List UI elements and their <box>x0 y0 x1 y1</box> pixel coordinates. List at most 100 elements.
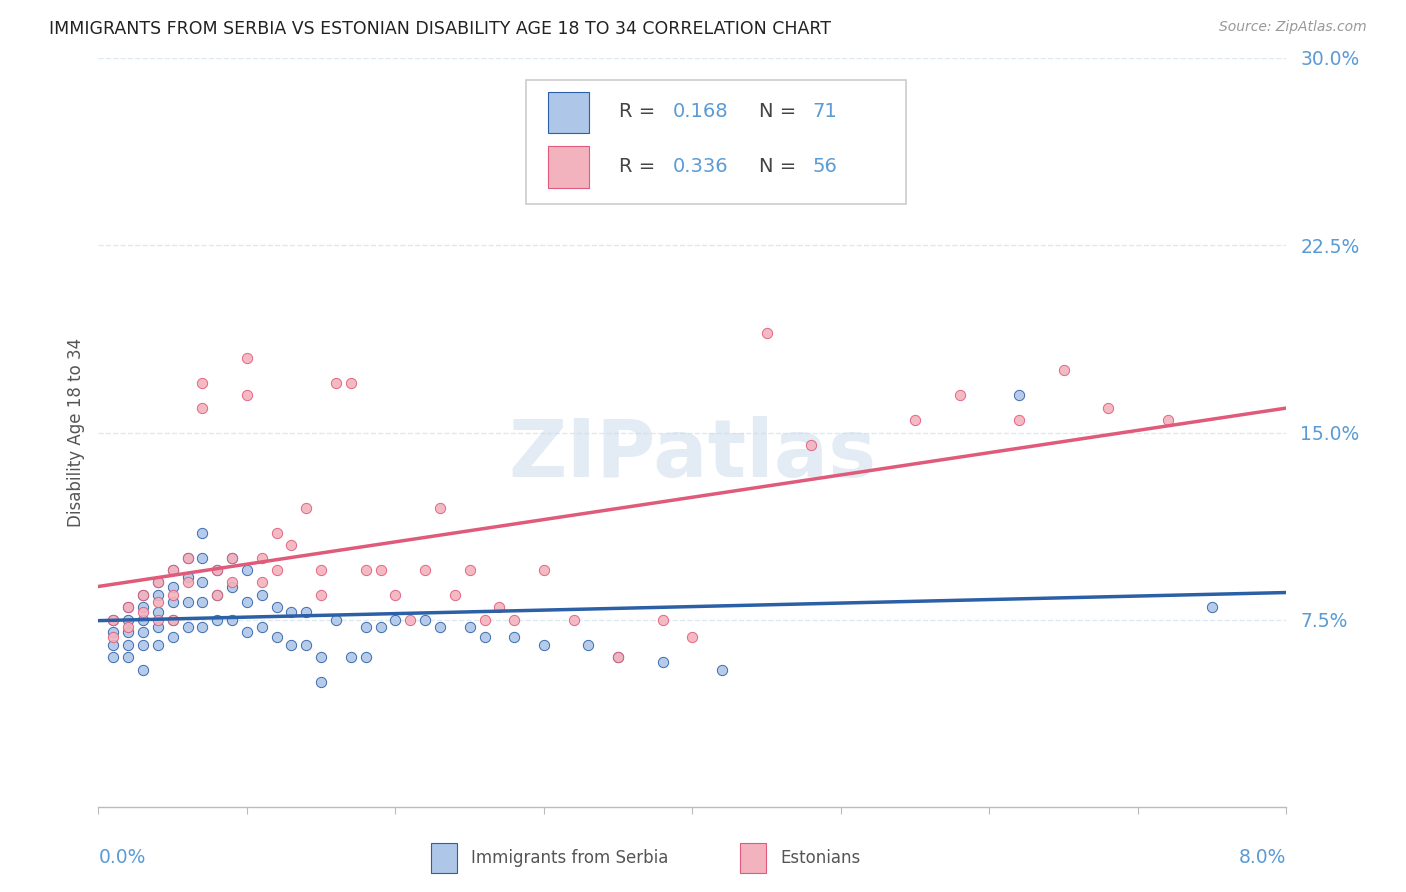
Point <box>295 606 318 620</box>
Point <box>191 376 214 390</box>
Text: 0.0%: 0.0% <box>98 848 146 868</box>
Point <box>1156 413 1178 427</box>
Point <box>533 638 555 652</box>
Point <box>117 638 139 652</box>
Point <box>117 600 139 615</box>
Point <box>800 438 823 452</box>
Point <box>132 588 155 602</box>
Point <box>1008 413 1031 427</box>
Point <box>295 638 318 652</box>
Bar <box>432 843 457 873</box>
Point <box>207 613 229 627</box>
Point <box>1201 600 1223 615</box>
Point <box>444 588 467 602</box>
Point <box>207 563 229 577</box>
Point <box>651 613 673 627</box>
Point <box>191 525 214 540</box>
Point <box>1097 401 1119 415</box>
Point <box>325 376 347 390</box>
Point <box>221 550 243 565</box>
Point <box>384 613 406 627</box>
Point <box>162 563 184 577</box>
Point <box>651 656 673 670</box>
Point <box>176 620 198 634</box>
Point <box>250 588 273 602</box>
Point <box>266 600 288 615</box>
Point <box>236 595 259 609</box>
Point <box>607 650 630 665</box>
Point <box>458 563 481 577</box>
Point <box>309 675 332 690</box>
FancyBboxPatch shape <box>526 80 907 204</box>
Point <box>103 650 125 665</box>
Point <box>370 563 392 577</box>
Bar <box>547 92 589 133</box>
Point <box>503 613 526 627</box>
Point <box>146 606 169 620</box>
Point <box>681 631 703 645</box>
Text: ZIPatlas: ZIPatlas <box>509 416 876 494</box>
Point <box>533 563 555 577</box>
Point <box>354 620 377 634</box>
Point <box>236 351 259 365</box>
Point <box>207 588 229 602</box>
Point <box>117 620 139 634</box>
Point <box>191 550 214 565</box>
Point <box>146 588 169 602</box>
Point <box>191 620 214 634</box>
Point <box>340 650 363 665</box>
Point <box>176 575 198 590</box>
Point <box>236 625 259 640</box>
Text: N =: N = <box>759 103 803 121</box>
Point <box>162 613 184 627</box>
Point <box>132 606 155 620</box>
Point <box>103 613 125 627</box>
Point <box>146 638 169 652</box>
Point <box>176 550 198 565</box>
Bar <box>547 146 589 187</box>
Point <box>904 413 927 427</box>
Point <box>399 613 422 627</box>
Y-axis label: Disability Age 18 to 34: Disability Age 18 to 34 <box>66 338 84 527</box>
Text: 71: 71 <box>813 103 837 121</box>
Point <box>354 650 377 665</box>
Point <box>132 588 155 602</box>
Text: Estonians: Estonians <box>780 849 860 867</box>
Point <box>207 588 229 602</box>
Point <box>280 538 302 552</box>
Point <box>103 638 125 652</box>
Point <box>309 588 332 602</box>
Point <box>458 620 481 634</box>
Point <box>474 631 496 645</box>
Point <box>1008 388 1031 402</box>
Point <box>250 575 273 590</box>
Point <box>429 620 451 634</box>
Point <box>309 563 332 577</box>
Point <box>221 581 243 595</box>
Point <box>266 525 288 540</box>
Point <box>162 563 184 577</box>
Point <box>221 575 243 590</box>
Point <box>488 600 510 615</box>
Point <box>103 625 125 640</box>
Point <box>309 650 332 665</box>
Point <box>132 600 155 615</box>
Point <box>340 376 363 390</box>
Point <box>162 631 184 645</box>
Point <box>221 550 243 565</box>
Point <box>949 388 972 402</box>
Text: 0.336: 0.336 <box>672 157 728 176</box>
Point <box>162 581 184 595</box>
Point <box>474 613 496 627</box>
Point <box>413 613 436 627</box>
Point <box>207 563 229 577</box>
Point <box>132 663 155 677</box>
Point <box>562 613 585 627</box>
Point <box>221 613 243 627</box>
Point <box>176 570 198 584</box>
Point <box>280 606 302 620</box>
Point <box>146 620 169 634</box>
Point <box>176 550 198 565</box>
Point <box>250 620 273 634</box>
Text: N =: N = <box>759 157 803 176</box>
